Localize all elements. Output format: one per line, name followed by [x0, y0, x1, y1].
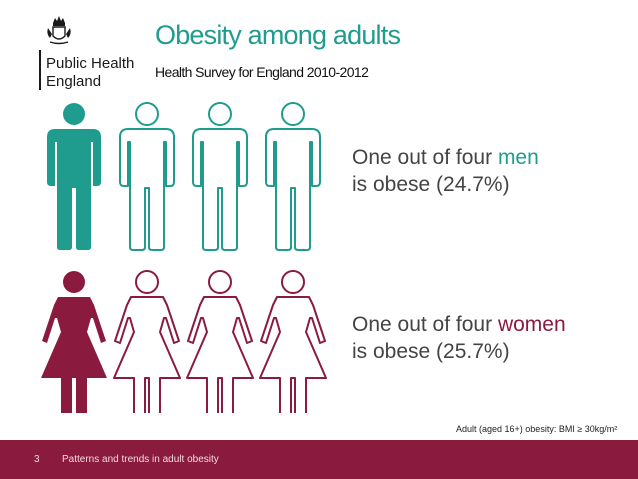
bmi-footnote: Adult (aged 16+) obesity: BMI ≥ 30kg/m² [456, 424, 618, 434]
figures-graphic [41, 102, 327, 413]
women-stat-value: is obese (25.7%) [352, 340, 510, 363]
woman-figure-outline-icon [259, 270, 327, 413]
logo-rule [39, 50, 41, 90]
woman-figure-outline-icon [186, 270, 254, 413]
royal-crest-icon [47, 16, 71, 45]
phe-logo: Public Health England [12, 14, 142, 90]
woman-figure-outline-icon [113, 270, 181, 413]
footer-bar: 3 Patterns and trends in adult obesity [0, 440, 638, 479]
men-stat-value: is obese (24.7%) [352, 173, 510, 196]
man-figure-outline-icon [265, 102, 321, 251]
page-title: Obesity among adults [155, 20, 401, 50]
organization-name-line2: England [46, 73, 102, 90]
slide-number: 3 [34, 454, 40, 465]
organization-name: Public Health England [46, 55, 134, 91]
men-highlight: men [497, 146, 539, 169]
woman-figure-filled-icon [41, 271, 107, 413]
page-subtitle: Health Survey for England 2010-2012 [155, 64, 369, 80]
women-stat-prefix: One out of four [352, 313, 498, 336]
man-figure-filled-icon [47, 103, 101, 250]
men-statistic: One out of four men is obese (24.7%) [352, 144, 539, 198]
man-figure-outline-icon [119, 102, 175, 251]
men-stat-prefix: One out of four [352, 146, 498, 169]
women-statistic: One out of four women is obese (25.7%) [352, 311, 566, 365]
organization-name-line1: Public Health [46, 55, 135, 72]
footer-text: Patterns and trends in adult obesity [62, 454, 219, 465]
women-highlight: women [497, 313, 566, 336]
man-figure-outline-icon [192, 102, 248, 251]
